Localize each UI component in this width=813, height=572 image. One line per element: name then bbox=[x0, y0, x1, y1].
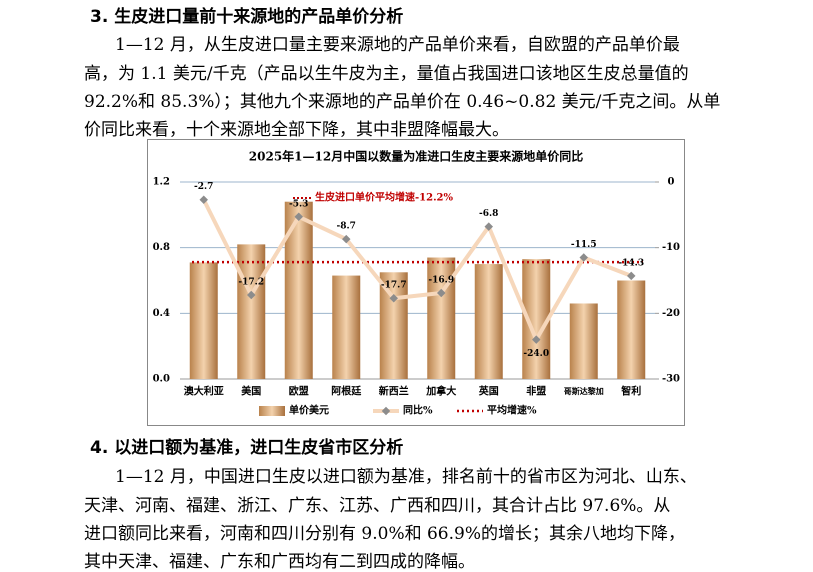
section-heading: 3. 生皮进口量前十来源地的产品单价分析 bbox=[90, 7, 404, 27]
legend-swatch bbox=[259, 406, 285, 416]
y2-tick-label: -30 bbox=[662, 374, 680, 385]
y2-tick-label: -10 bbox=[662, 242, 680, 253]
bar bbox=[237, 244, 266, 379]
line-marker bbox=[484, 222, 493, 231]
line bbox=[201, 198, 632, 345]
average-label: 生皮进口单价平均增速-12.2% bbox=[315, 191, 454, 204]
bar bbox=[617, 280, 646, 379]
legend-label: 单价美元 bbox=[289, 404, 329, 417]
paragraph-line: 92.2%和 85.3%）；其他九个来源地的产品单价在 0.46~0.82 美元… bbox=[84, 92, 721, 112]
y-tick-label: 0.8 bbox=[153, 242, 170, 253]
legend-label: 平均增速% bbox=[487, 404, 537, 417]
x-tick-label: 哥斯达黎加 bbox=[564, 386, 604, 396]
bar bbox=[474, 264, 503, 379]
line-marker bbox=[437, 288, 446, 298]
x-tick-label: 阿根廷 bbox=[331, 385, 362, 398]
paragraph-line: 价同比来看，十个来源地全部下降，其中非盟降幅最大。 bbox=[84, 120, 509, 140]
chart: 2025年1—12月中国以数量为准进口生皮主要来源地单价同比 0.0 0.4 0.8… bbox=[147, 139, 685, 426]
y-tick-label: 1.2 bbox=[153, 177, 170, 188]
data-label: -11.5 bbox=[571, 240, 597, 250]
y2-tick-label: 0 bbox=[668, 177, 675, 188]
legend-label: 同比% bbox=[403, 404, 433, 417]
x-tick-label: 美国 bbox=[241, 385, 261, 398]
bar bbox=[332, 275, 361, 379]
line-marker bbox=[532, 335, 541, 344]
data-label: -16.9 bbox=[428, 275, 454, 285]
paragraph-line: 1—12 月，中国进口生皮以进口额为基准，排名前十的省市区为河北、山东、 bbox=[115, 467, 697, 487]
bar bbox=[284, 201, 313, 379]
chart-title: 2025年1—12月中国以数量为准进口生皮主要来源地单价同比 bbox=[249, 149, 583, 164]
bar bbox=[379, 272, 408, 379]
line-marker bbox=[342, 234, 351, 244]
x-tick-label: 澳大利亚 bbox=[184, 385, 224, 398]
bar bbox=[569, 303, 598, 379]
data-label: -17.2 bbox=[238, 277, 264, 287]
x-tick-label: 欧盟 bbox=[289, 385, 309, 398]
x-tick-label: 智利 bbox=[621, 385, 641, 398]
data-label: -6.8 bbox=[479, 209, 498, 219]
paragraph-line: 1—12 月，从生皮进口量主要来源地的产品单价来看，自欧盟的产品单价最 bbox=[115, 35, 680, 55]
data-label: -24.0 bbox=[523, 349, 549, 359]
data-label: -5.3 bbox=[289, 199, 308, 209]
paragraph-line: 进口额同比来看，河南和四川分别有 9.0%和 66.9%的增长；其余八地均下降， bbox=[84, 524, 686, 544]
paragraph-line: 高，为 1.1 美元/千克（产品以生牛皮为主，量值占我国进口该地区生皮总量值的 bbox=[84, 64, 689, 84]
y-tick-label: 0.0 bbox=[153, 374, 170, 385]
line-marker bbox=[389, 293, 398, 303]
data-label: -2.7 bbox=[194, 182, 213, 192]
data-label: -8.7 bbox=[337, 222, 356, 232]
paragraph-line: 天津、河南、福建、浙江、广东、江苏、广西和四川，其合计占比 97.6%。从 bbox=[84, 496, 671, 516]
line-marker bbox=[294, 212, 303, 222]
y-tick-label: 0.4 bbox=[153, 308, 170, 319]
bar bbox=[189, 262, 218, 379]
x-tick-label: 加拿大 bbox=[425, 385, 456, 398]
x-tick-label: 英国 bbox=[478, 385, 499, 398]
data-label: -17.7 bbox=[381, 281, 407, 291]
line-marker bbox=[247, 290, 256, 300]
data-label: -14.3 bbox=[618, 258, 644, 268]
paragraph-line: 其中天津、福建、广东和广西均有二到四成的降幅。 bbox=[84, 552, 475, 572]
section-heading: 4. 以进口额为基准，进口生皮省市区分析 bbox=[90, 438, 404, 458]
legend-swatch bbox=[381, 406, 391, 416]
y2-tick-label: -20 bbox=[662, 308, 680, 319]
x-tick-label: 非盟 bbox=[526, 385, 546, 398]
x-tick-label: 新西兰 bbox=[379, 385, 409, 398]
